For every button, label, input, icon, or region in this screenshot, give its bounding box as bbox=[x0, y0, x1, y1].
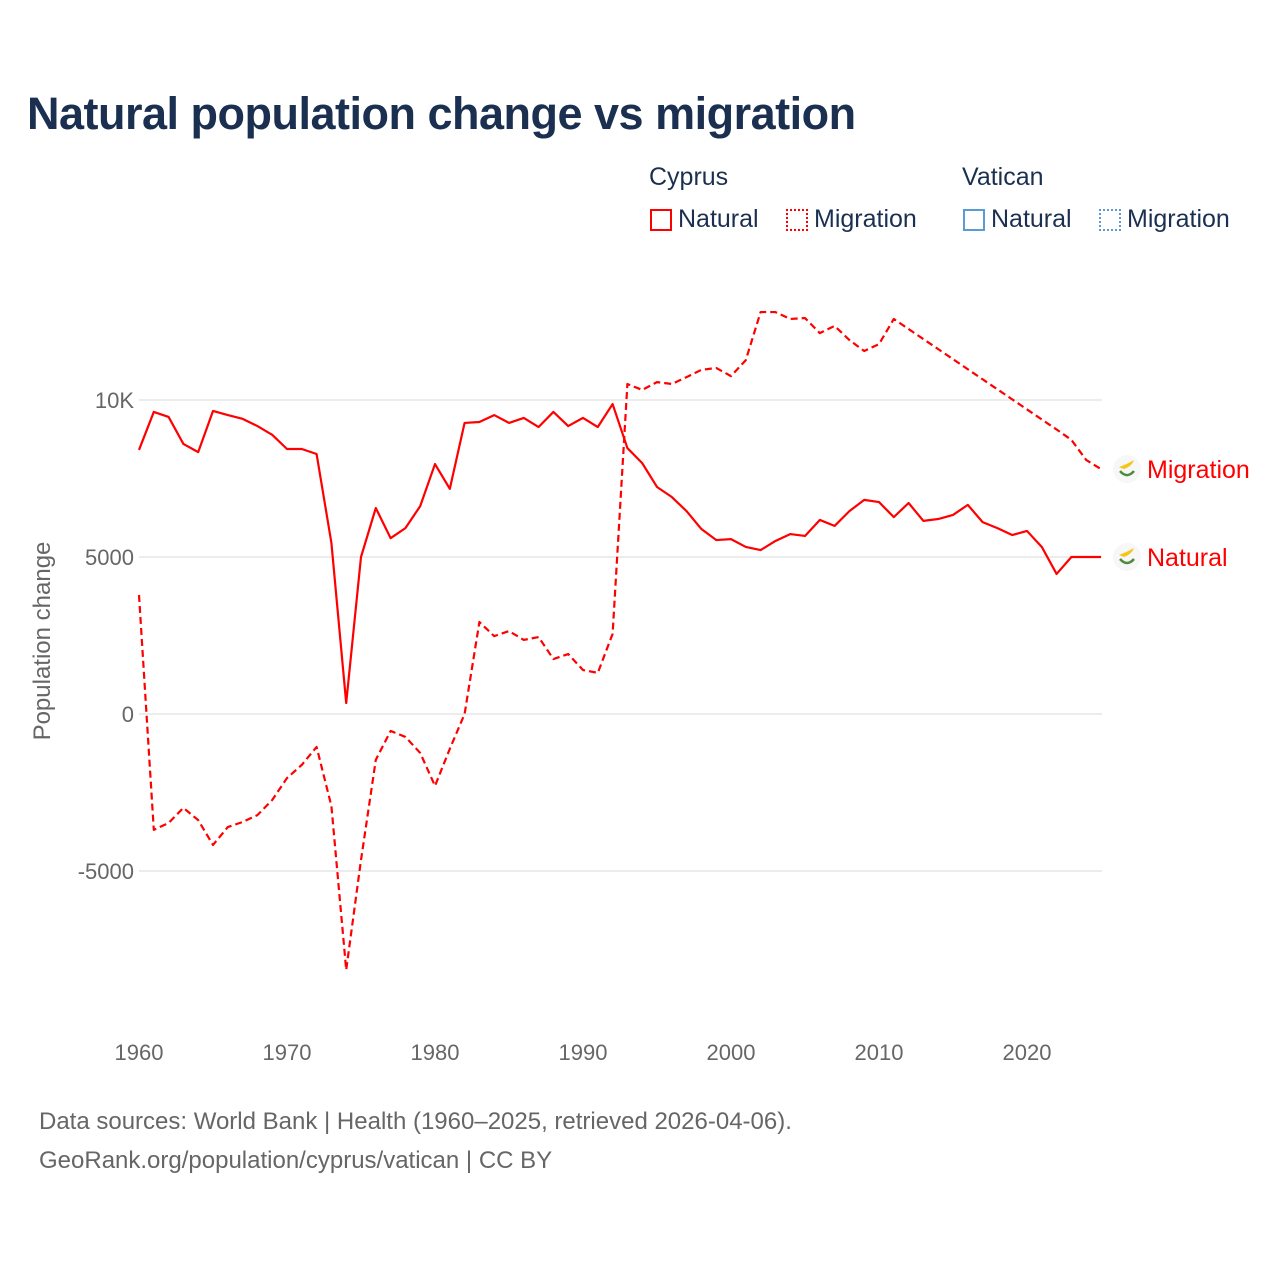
legend-item-vatican-migration[interactable]: Migration bbox=[1099, 205, 1230, 234]
x-tick-label: 2010 bbox=[855, 1040, 904, 1065]
legend-label: Natural bbox=[678, 205, 759, 233]
series-end-label: Migration bbox=[1147, 456, 1250, 484]
footer-sources: Data sources: World Bank | Health (1960–… bbox=[39, 1108, 792, 1135]
y-tick-label: -5000 bbox=[78, 859, 134, 884]
cyprus-map-icon bbox=[1119, 548, 1134, 557]
legend-group-vatican: Vatican bbox=[962, 163, 1044, 191]
legend-swatch-dotted-icon bbox=[786, 208, 808, 231]
olive-branch-icon bbox=[1119, 470, 1135, 477]
legend-item-cyprus-natural[interactable]: Natural bbox=[650, 205, 759, 234]
legend-item-vatican-natural[interactable]: Natural bbox=[963, 205, 1072, 234]
series-line-natural bbox=[137, 402, 1101, 705]
x-tick-label: 1970 bbox=[263, 1040, 312, 1065]
x-tick-label: 1990 bbox=[559, 1040, 608, 1065]
cyprus-map-icon bbox=[1119, 460, 1134, 470]
legend-label: Migration bbox=[814, 205, 917, 233]
footer-credit: GeoRank.org/population/cyprus/vatican | … bbox=[39, 1147, 553, 1174]
legend-item-cyprus-migration[interactable]: Migration bbox=[786, 205, 917, 234]
olive-branch-icon bbox=[1119, 558, 1135, 565]
y-axis-label: Population change bbox=[29, 542, 56, 741]
chart-title: Natural population change vs migration bbox=[27, 88, 856, 139]
legend-label: Natural bbox=[991, 205, 1072, 233]
legend-label: Migration bbox=[1127, 205, 1230, 233]
legend-swatch-solid-icon bbox=[650, 208, 672, 231]
legend-swatch-solid-icon bbox=[963, 208, 985, 231]
cyprus-flag-icon bbox=[1113, 455, 1141, 484]
series-end-label: Natural bbox=[1147, 544, 1228, 572]
x-tick-label: 1980 bbox=[411, 1040, 460, 1065]
legend-swatch-dotted-icon bbox=[1099, 208, 1121, 231]
cyprus-flag-icon bbox=[1113, 543, 1141, 571]
y-tick-label: 0 bbox=[122, 702, 134, 727]
series-line-migration bbox=[137, 310, 1102, 972]
x-tick-label: 2000 bbox=[707, 1040, 756, 1065]
y-tick-label: 5000 bbox=[85, 545, 134, 570]
x-tick-label: 2020 bbox=[1003, 1040, 1052, 1065]
x-tick-label: 1960 bbox=[115, 1040, 164, 1065]
y-tick-label: 10K bbox=[95, 388, 134, 413]
legend-group-cyprus: Cyprus bbox=[649, 163, 729, 191]
